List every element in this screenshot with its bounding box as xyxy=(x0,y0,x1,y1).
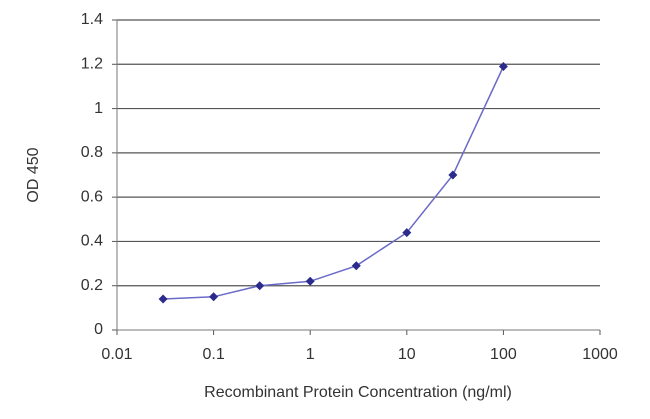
y-tick-label: 1.4 xyxy=(81,11,103,28)
y-tick-label: 0.6 xyxy=(81,188,103,205)
data-point xyxy=(209,292,219,302)
y-axis-label: OD 450 xyxy=(25,147,42,202)
y-tick-label: 0.8 xyxy=(81,144,103,161)
x-tick-label: 0.01 xyxy=(101,346,132,363)
x-tick-label: 10 xyxy=(398,346,416,363)
x-axis-label: Recombinant Protein Concentration (ng/ml… xyxy=(204,384,512,401)
x-tick-label: 100 xyxy=(490,346,517,363)
x-tick-label: 1000 xyxy=(582,346,618,363)
y-tick-label: 1.2 xyxy=(81,56,103,73)
data-line xyxy=(163,66,505,300)
data-point xyxy=(351,261,361,271)
data-point xyxy=(448,170,458,180)
data-point xyxy=(255,281,265,291)
data-point xyxy=(305,276,315,286)
y-tick-label: 0.4 xyxy=(81,233,103,250)
x-tick-label: 1 xyxy=(306,346,315,363)
x-tick-label: 0.1 xyxy=(202,346,224,363)
y-tick-label: 0.2 xyxy=(81,277,103,294)
data-point xyxy=(158,294,168,304)
data-point xyxy=(402,228,412,238)
y-tick-label: 0 xyxy=(94,321,103,338)
y-tick-label: 1 xyxy=(94,100,103,117)
data-point xyxy=(498,62,508,71)
